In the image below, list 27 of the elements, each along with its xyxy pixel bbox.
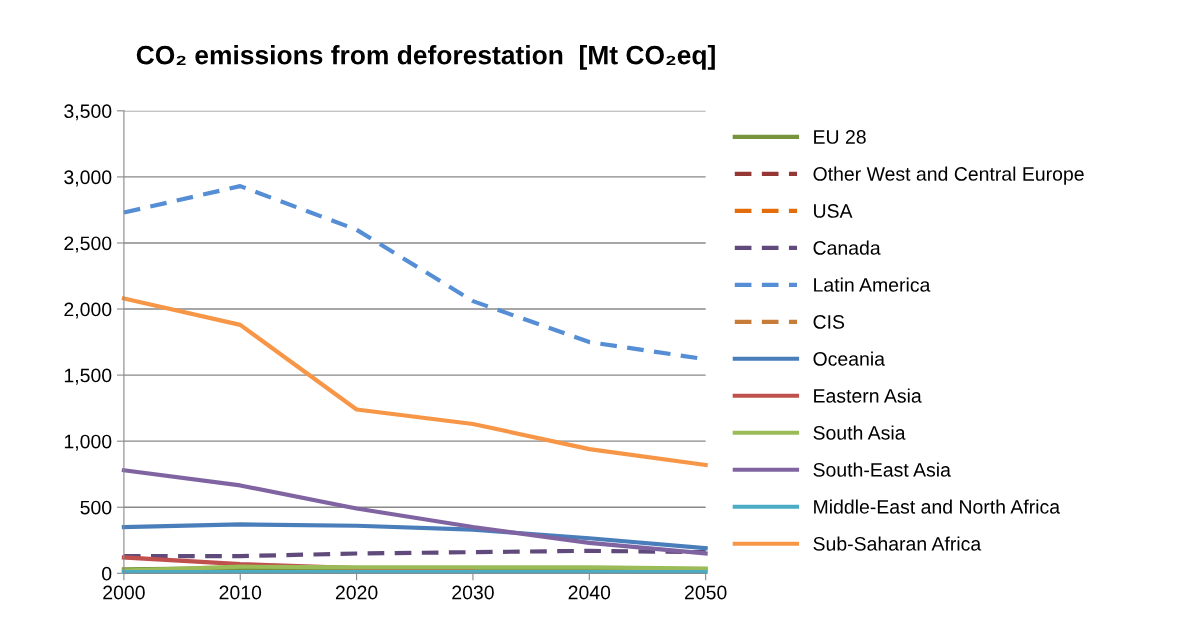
legend-label: Middle-East and North Africa	[814, 499, 1061, 514]
x-tick-label: 2040	[568, 585, 611, 600]
y-tick-label: 1,000	[64, 434, 112, 451]
legend-label: Eastern Asia	[814, 388, 922, 403]
x-tick-label: 2010	[219, 585, 262, 600]
legend-label: Other West and Central Europe	[813, 166, 1084, 185]
x-tick-label: 2050	[684, 585, 727, 600]
legend-label: South Asia	[813, 425, 906, 440]
legend-label: Sub-Saharan Africa	[813, 536, 982, 551]
y-tick-label: 500	[80, 500, 112, 515]
legend-label: CIS	[813, 315, 845, 329]
x-tick-label: 2000	[103, 585, 145, 600]
x-tick-label: 2020	[335, 585, 378, 600]
y-tick-label: 2,000	[64, 302, 112, 319]
y-tick-label: 1,500	[64, 368, 112, 385]
x-tick-label: 2030	[452, 585, 494, 600]
legend-label: Oceania	[813, 351, 885, 366]
legend-label: South-East Asia	[813, 462, 951, 477]
legend-label: Canada	[813, 240, 881, 255]
y-tick-label: 2,500	[64, 236, 112, 253]
legend-label: Latin America	[814, 277, 931, 292]
chart-title: CO₂ emissions from deforestation [Mt CO₂eq]	[136, 45, 715, 70]
legend-label: USA	[814, 204, 853, 218]
y-tick-label: 0	[102, 566, 112, 581]
y-tick-label: 3,500	[64, 104, 112, 121]
legend-label: EU 28	[814, 130, 866, 144]
y-tick-label: 3,000	[64, 170, 112, 187]
